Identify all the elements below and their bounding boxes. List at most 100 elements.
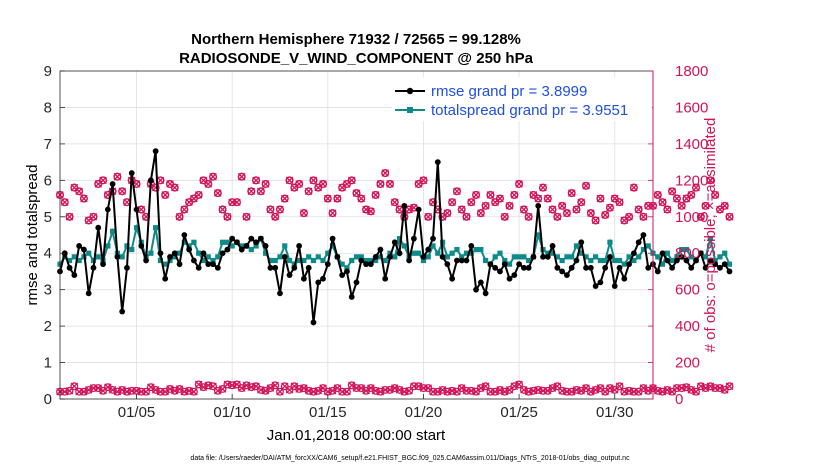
obs_assimilated-point <box>366 207 375 216</box>
obs_assimilated-marker <box>625 212 634 221</box>
totalspread-point <box>707 236 713 242</box>
obs_possible_low-cross <box>113 387 122 396</box>
obs_assimilated-marker <box>577 198 586 207</box>
x-tick-label: 01/10 <box>213 404 251 421</box>
totalspread-point <box>253 243 259 249</box>
totalspread-point <box>506 261 513 267</box>
obs_assimilated-cross <box>261 180 270 188</box>
obs_assimilated-point <box>113 172 122 181</box>
obs_assimilated-point <box>653 190 662 199</box>
totalspread-point <box>320 257 326 264</box>
y-right-tick-label: 1800 <box>675 63 708 80</box>
obs_assimilated-cross <box>118 187 126 196</box>
totalspread-point <box>703 254 709 260</box>
totalspread-point <box>329 243 336 249</box>
totalspread-point <box>545 250 551 256</box>
obs_possible_low-marker <box>481 382 490 391</box>
obs_assimilated-point <box>347 176 356 185</box>
obs_assimilated-marker <box>371 190 380 199</box>
rmse-point <box>76 243 83 249</box>
rmse-point <box>353 279 360 286</box>
obs_assimilated-cross <box>300 209 308 217</box>
totalspread-point <box>411 250 417 256</box>
obs_possible_low-cross <box>347 381 356 390</box>
x-tick-label: 01/20 <box>405 404 443 421</box>
rmse-point <box>616 264 623 271</box>
rmse-point <box>544 253 551 260</box>
obs_assimilated-marker <box>256 187 265 196</box>
rmse-point <box>66 264 73 271</box>
obs_possible_low-marker <box>462 386 471 395</box>
obs_possible_low-cross <box>362 387 370 395</box>
obs_assimilated-marker <box>476 209 485 218</box>
rmse-point <box>564 272 570 278</box>
obs_possible_low-cross <box>108 386 117 394</box>
obs_assimilated-cross <box>156 176 165 185</box>
obs_possible_low-cross <box>658 387 667 396</box>
obs_assimilated-cross <box>582 182 590 190</box>
totalspread-point <box>339 261 345 267</box>
obs_assimilated-cross <box>500 213 509 221</box>
obs_assimilated-point <box>175 212 184 221</box>
totalspread-point <box>310 257 317 264</box>
obs_assimilated-cross <box>281 194 289 203</box>
obs_assimilated-point <box>701 201 710 210</box>
rmse-point <box>344 268 350 275</box>
obs_assimilated-point <box>381 169 390 177</box>
rmse-point <box>171 250 178 257</box>
obs_assimilated-marker <box>644 201 653 210</box>
totalspread-point <box>636 254 642 260</box>
obs_assimilated-marker <box>634 205 643 214</box>
obs_possible_low-cross <box>500 387 509 396</box>
obs_assimilated-marker <box>60 198 69 207</box>
obs_assimilated-cross <box>304 187 313 196</box>
obs_possible_low-marker <box>338 387 347 396</box>
rmse-point <box>621 275 628 282</box>
totalspread-point <box>353 254 360 260</box>
totalspread-point <box>659 261 666 267</box>
rmse-point <box>497 268 503 275</box>
obs_assimilated-point <box>472 190 481 199</box>
rmse-point <box>444 261 451 268</box>
obs_assimilated-cross <box>285 176 294 185</box>
totalspread-point <box>176 250 183 256</box>
totalspread-point <box>640 246 647 253</box>
totalspread-point <box>282 243 288 249</box>
obs_assimilated-cross <box>457 205 466 214</box>
rmse-point <box>104 206 111 213</box>
obs_assimilated-point <box>625 212 634 221</box>
totalspread-point <box>387 250 393 256</box>
obs_assimilated-cross <box>271 213 279 221</box>
obs_assimilated-marker <box>606 203 614 212</box>
rmse-point <box>406 257 413 264</box>
obs_assimilated-cross <box>333 194 342 203</box>
rmse-point <box>234 239 240 246</box>
totalspread-point <box>492 254 498 260</box>
totalspread-point <box>425 254 431 260</box>
obs_assimilated-marker <box>170 183 179 192</box>
obs_possible_low-point <box>725 382 734 391</box>
obs_assimilated-cross <box>386 180 394 188</box>
obs_assimilated-cross <box>663 205 672 214</box>
obs_assimilated-point <box>247 187 256 196</box>
obs_assimilated-cross <box>233 198 241 206</box>
obs_assimilated-marker <box>209 172 217 181</box>
obs_assimilated-marker <box>429 198 437 207</box>
obs_assimilated-cross <box>419 176 428 185</box>
obs_assimilated-cross <box>381 169 389 177</box>
obs_possible_low-marker <box>127 386 136 395</box>
obs_assimilated-point <box>276 205 284 214</box>
obs_possible_low-cross <box>520 386 528 394</box>
obs_assimilated-cross <box>510 191 519 199</box>
obs_assimilated-point <box>457 205 466 214</box>
legend-box <box>392 77 652 121</box>
totalspread-point <box>153 225 159 231</box>
obs_possible_low-cross <box>697 382 705 391</box>
obs_assimilated-point <box>500 212 509 221</box>
y-right-tick-label: 200 <box>675 355 700 372</box>
obs_assimilated-marker <box>247 187 256 196</box>
obs_assimilated-point <box>519 205 528 214</box>
totalspread-point <box>497 250 503 256</box>
rmse-point <box>272 264 279 271</box>
obs_possible_low-marker <box>156 387 165 396</box>
